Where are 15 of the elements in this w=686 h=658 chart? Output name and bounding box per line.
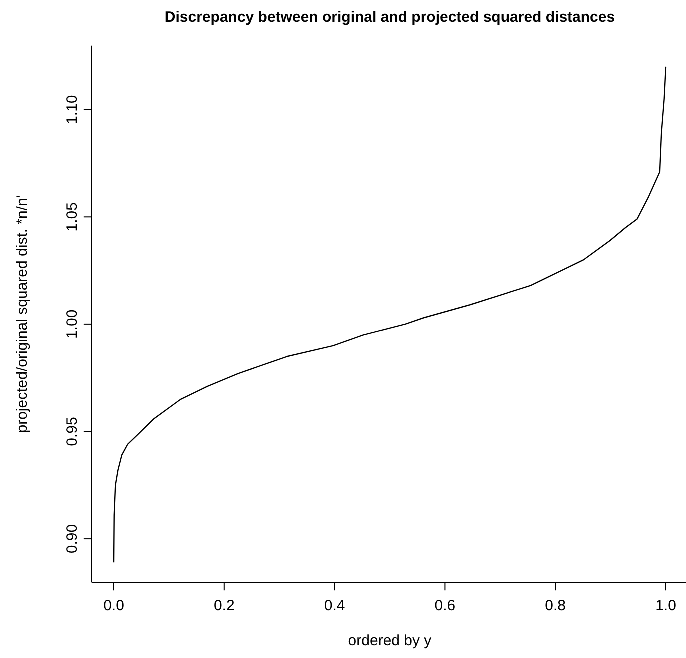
x-tick-label: 0.0 — [104, 598, 124, 615]
x-tick-label: 0.8 — [545, 598, 566, 615]
y-tick-label: 1.00 — [64, 310, 81, 340]
y-tick-label: 0.90 — [64, 524, 81, 554]
x-axis-title: ordered by y — [348, 632, 432, 650]
y-tick-label: 0.95 — [64, 417, 81, 446]
y-tick-label: 1.05 — [64, 202, 81, 232]
x-tick-label: 0.6 — [434, 598, 456, 615]
y-tick-label: 1.10 — [64, 95, 81, 124]
y-axis-title: projected/original squared dist. *n/n' — [14, 195, 31, 434]
chart-title: Discrepancy between original and projected squared distances — [164, 9, 616, 26]
line-series — [113, 66, 667, 564]
x-tick-label: 0.2 — [214, 598, 235, 615]
x-tick-label: 1.0 — [656, 598, 676, 615]
x-tick-label: 0.4 — [324, 598, 346, 615]
